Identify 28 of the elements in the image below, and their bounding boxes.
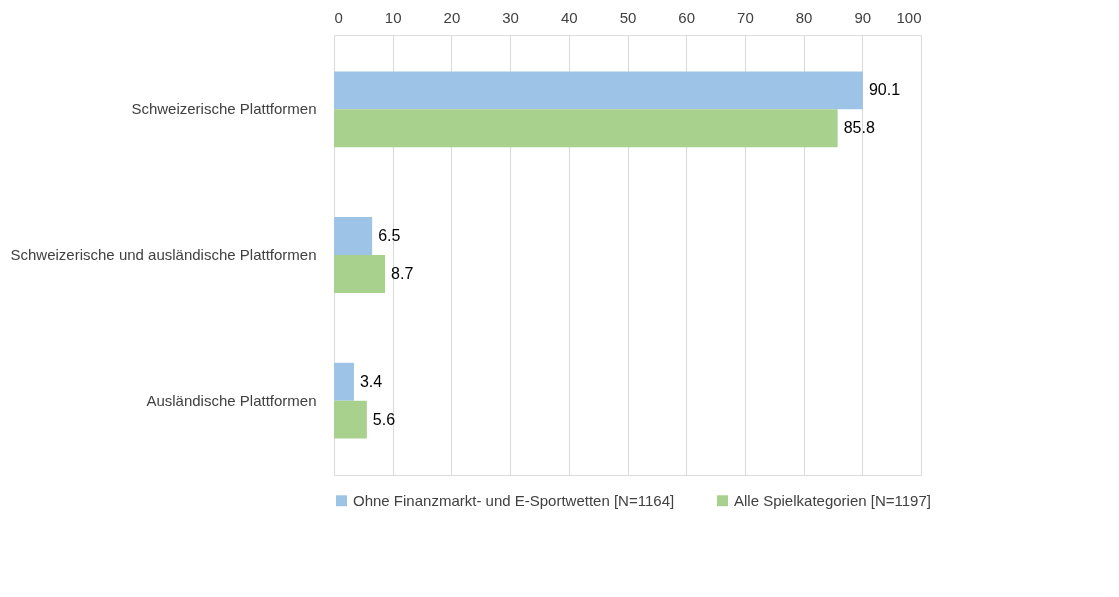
x-tick-label: 90 bbox=[854, 8, 872, 26]
bar bbox=[334, 71, 863, 110]
y-tick-label: Ausländische Plattformen bbox=[146, 391, 317, 409]
x-tick-label: 20 bbox=[443, 8, 461, 26]
bar bbox=[334, 255, 386, 293]
bar bbox=[334, 109, 838, 148]
bar bbox=[334, 217, 373, 255]
x-tick-label: 60 bbox=[678, 8, 696, 26]
data-label: 3.4 bbox=[359, 372, 383, 390]
x-tick-label: 100 bbox=[896, 8, 922, 26]
bar bbox=[334, 362, 354, 401]
legend-label: Ohne Finanzmarkt- und E-Sportwetten [N=1164] bbox=[353, 491, 675, 509]
x-tick-label: 70 bbox=[737, 8, 754, 26]
y-tick-label: Schweizerische und ausländische Plattformen bbox=[10, 246, 317, 263]
y-tick-label: Schweizerische Plattformen bbox=[131, 100, 317, 118]
bar bbox=[334, 400, 367, 439]
x-tick-label: 40 bbox=[560, 8, 578, 26]
x-tick-label: 50 bbox=[619, 8, 637, 26]
data-label: 8.7 bbox=[391, 264, 414, 282]
data-label: 85.8 bbox=[843, 119, 875, 137]
legend-label: Alle Spielkategorien [N=1197] bbox=[734, 491, 931, 509]
x-tick-label: 0 bbox=[334, 8, 343, 26]
data-label: 5.6 bbox=[372, 410, 396, 428]
x-tick-label: 10 bbox=[384, 8, 402, 26]
data-label: 6.5 bbox=[378, 227, 401, 245]
x-tick-label: 30 bbox=[502, 8, 519, 26]
x-tick-label: 80 bbox=[795, 8, 813, 26]
data-label: 90.1 bbox=[868, 81, 901, 99]
